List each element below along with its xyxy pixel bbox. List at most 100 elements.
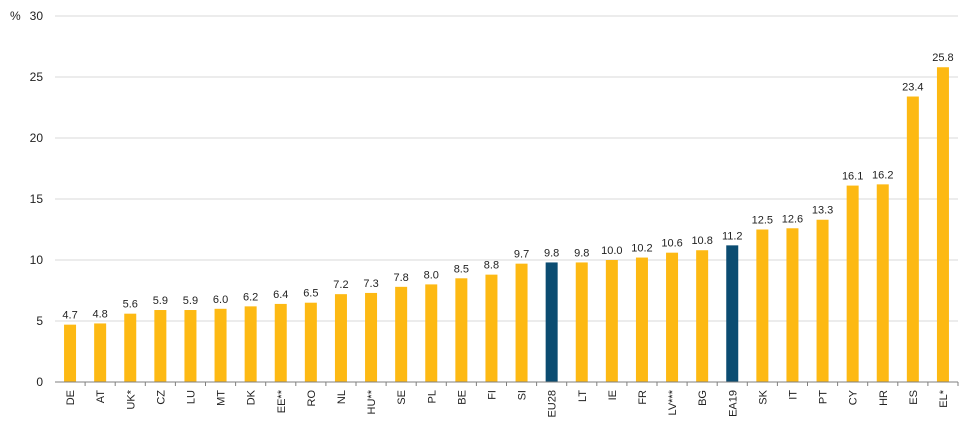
x-tick-label: UK* [125,389,137,409]
data-label: 23.4 [902,82,923,94]
bar [575,262,588,382]
y-tick-label: 0 [36,375,43,389]
x-tick-label: BE [456,390,468,405]
bar [816,219,829,382]
bar [936,67,949,383]
x-tick-label: LT [577,390,589,402]
data-label: 9.7 [514,249,529,261]
data-label: 10.6 [661,238,682,250]
x-tick-label: EE** [276,389,288,413]
data-label: 13.3 [812,205,833,217]
bar [545,262,558,382]
data-label: 11.2 [722,230,743,242]
data-label: 5.9 [183,295,198,307]
data-label: 12.5 [752,215,773,227]
grid-lines [55,15,958,322]
bar [124,313,137,382]
data-label: 9.8 [574,247,589,259]
data-label: 7.3 [363,278,378,290]
bar [756,229,769,382]
x-tick-label: LV*** [667,389,679,415]
x-tick-label: FR [637,390,649,405]
bar [154,310,167,382]
data-label: 5.9 [153,295,168,307]
y-axis-ticks: 0 5 10 15 20 25 30 [30,9,44,389]
data-label: 12.6 [782,213,803,225]
data-label: 8.8 [484,260,499,272]
bar [635,257,648,382]
data-label: 4.8 [93,308,108,320]
data-label: 5.6 [123,299,138,311]
category-labels: DE AT UK* CZ LU MT DK EE** RO NL HU** SE PL BE FI SI EU2… [65,382,959,418]
x-tick-label: MT [216,390,228,406]
x-tick-label: FI [486,390,498,400]
data-label: 10.0 [601,245,622,257]
x-tick-label: PT [818,390,830,404]
data-label: 7.8 [394,272,409,284]
bar [274,303,287,382]
data-label: 25.8 [932,52,953,64]
bar [184,310,197,382]
x-tick-label: EA19 [727,390,739,417]
y-tick-label: 25 [30,70,44,84]
data-label: 10.8 [691,235,712,247]
x-tick-label: RO [306,390,318,407]
x-tick-label: HR [878,390,890,406]
bar [666,252,679,382]
x-tick-label: IT [787,390,799,400]
y-tick-label: 20 [30,131,44,145]
data-label: 8.0 [424,269,439,281]
x-tick-label: HU** [366,389,378,414]
y-tick-label: 5 [36,314,43,328]
x-tick-label: ES [908,390,920,405]
data-label: 6.4 [273,289,288,301]
bar [485,274,498,382]
bar [876,184,889,382]
bar [726,245,739,382]
data-label: 6.2 [243,291,258,303]
x-tick-label: SE [396,390,408,405]
x-tick-label: SK [757,389,769,404]
bar [64,324,77,382]
y-tick-label: 10 [30,253,44,267]
bar [425,284,438,382]
bar [304,302,317,382]
data-label: 4.7 [62,310,77,322]
data-label: 16.1 [842,171,863,183]
x-tick-label: IE [607,390,619,400]
y-axis-unit-label: % [10,9,21,23]
x-tick-label: CZ [155,390,167,405]
x-tick-label: DK [246,389,258,405]
bar [906,96,919,383]
data-label: 8.5 [454,263,469,275]
x-tick-label: EU28 [547,390,559,418]
bar [365,292,378,382]
bar [696,250,709,382]
bar [244,306,257,382]
x-tick-label: AT [95,390,107,404]
x-tick-label: EL* [938,389,950,407]
y-tick-label: 15 [30,192,44,206]
data-label: 6.5 [303,288,318,300]
bar [395,286,408,382]
data-label: 9.8 [544,247,559,259]
x-tick-label: BG [697,390,709,406]
data-label: 10.2 [631,243,652,255]
x-tick-label: SI [517,390,529,400]
bars [64,67,949,383]
bar [455,278,468,382]
bar [515,263,528,382]
x-tick-label: NL [336,390,348,404]
bar [214,308,227,382]
x-tick-label: LU [185,390,197,404]
bar [786,228,799,382]
value-labels: 4.7 4.8 5.6 5.9 5.9 6.0 6.2 6.4 6.5 7.2 7.3 7.8 8.0 8… [62,52,953,321]
bar [334,294,347,382]
y-tick-label: 30 [30,9,44,23]
x-tick-label: CY [848,389,860,405]
x-tick-label: PL [426,390,438,403]
bar [846,185,859,382]
data-label: 16.2 [872,169,893,181]
data-label: 7.2 [333,279,348,291]
